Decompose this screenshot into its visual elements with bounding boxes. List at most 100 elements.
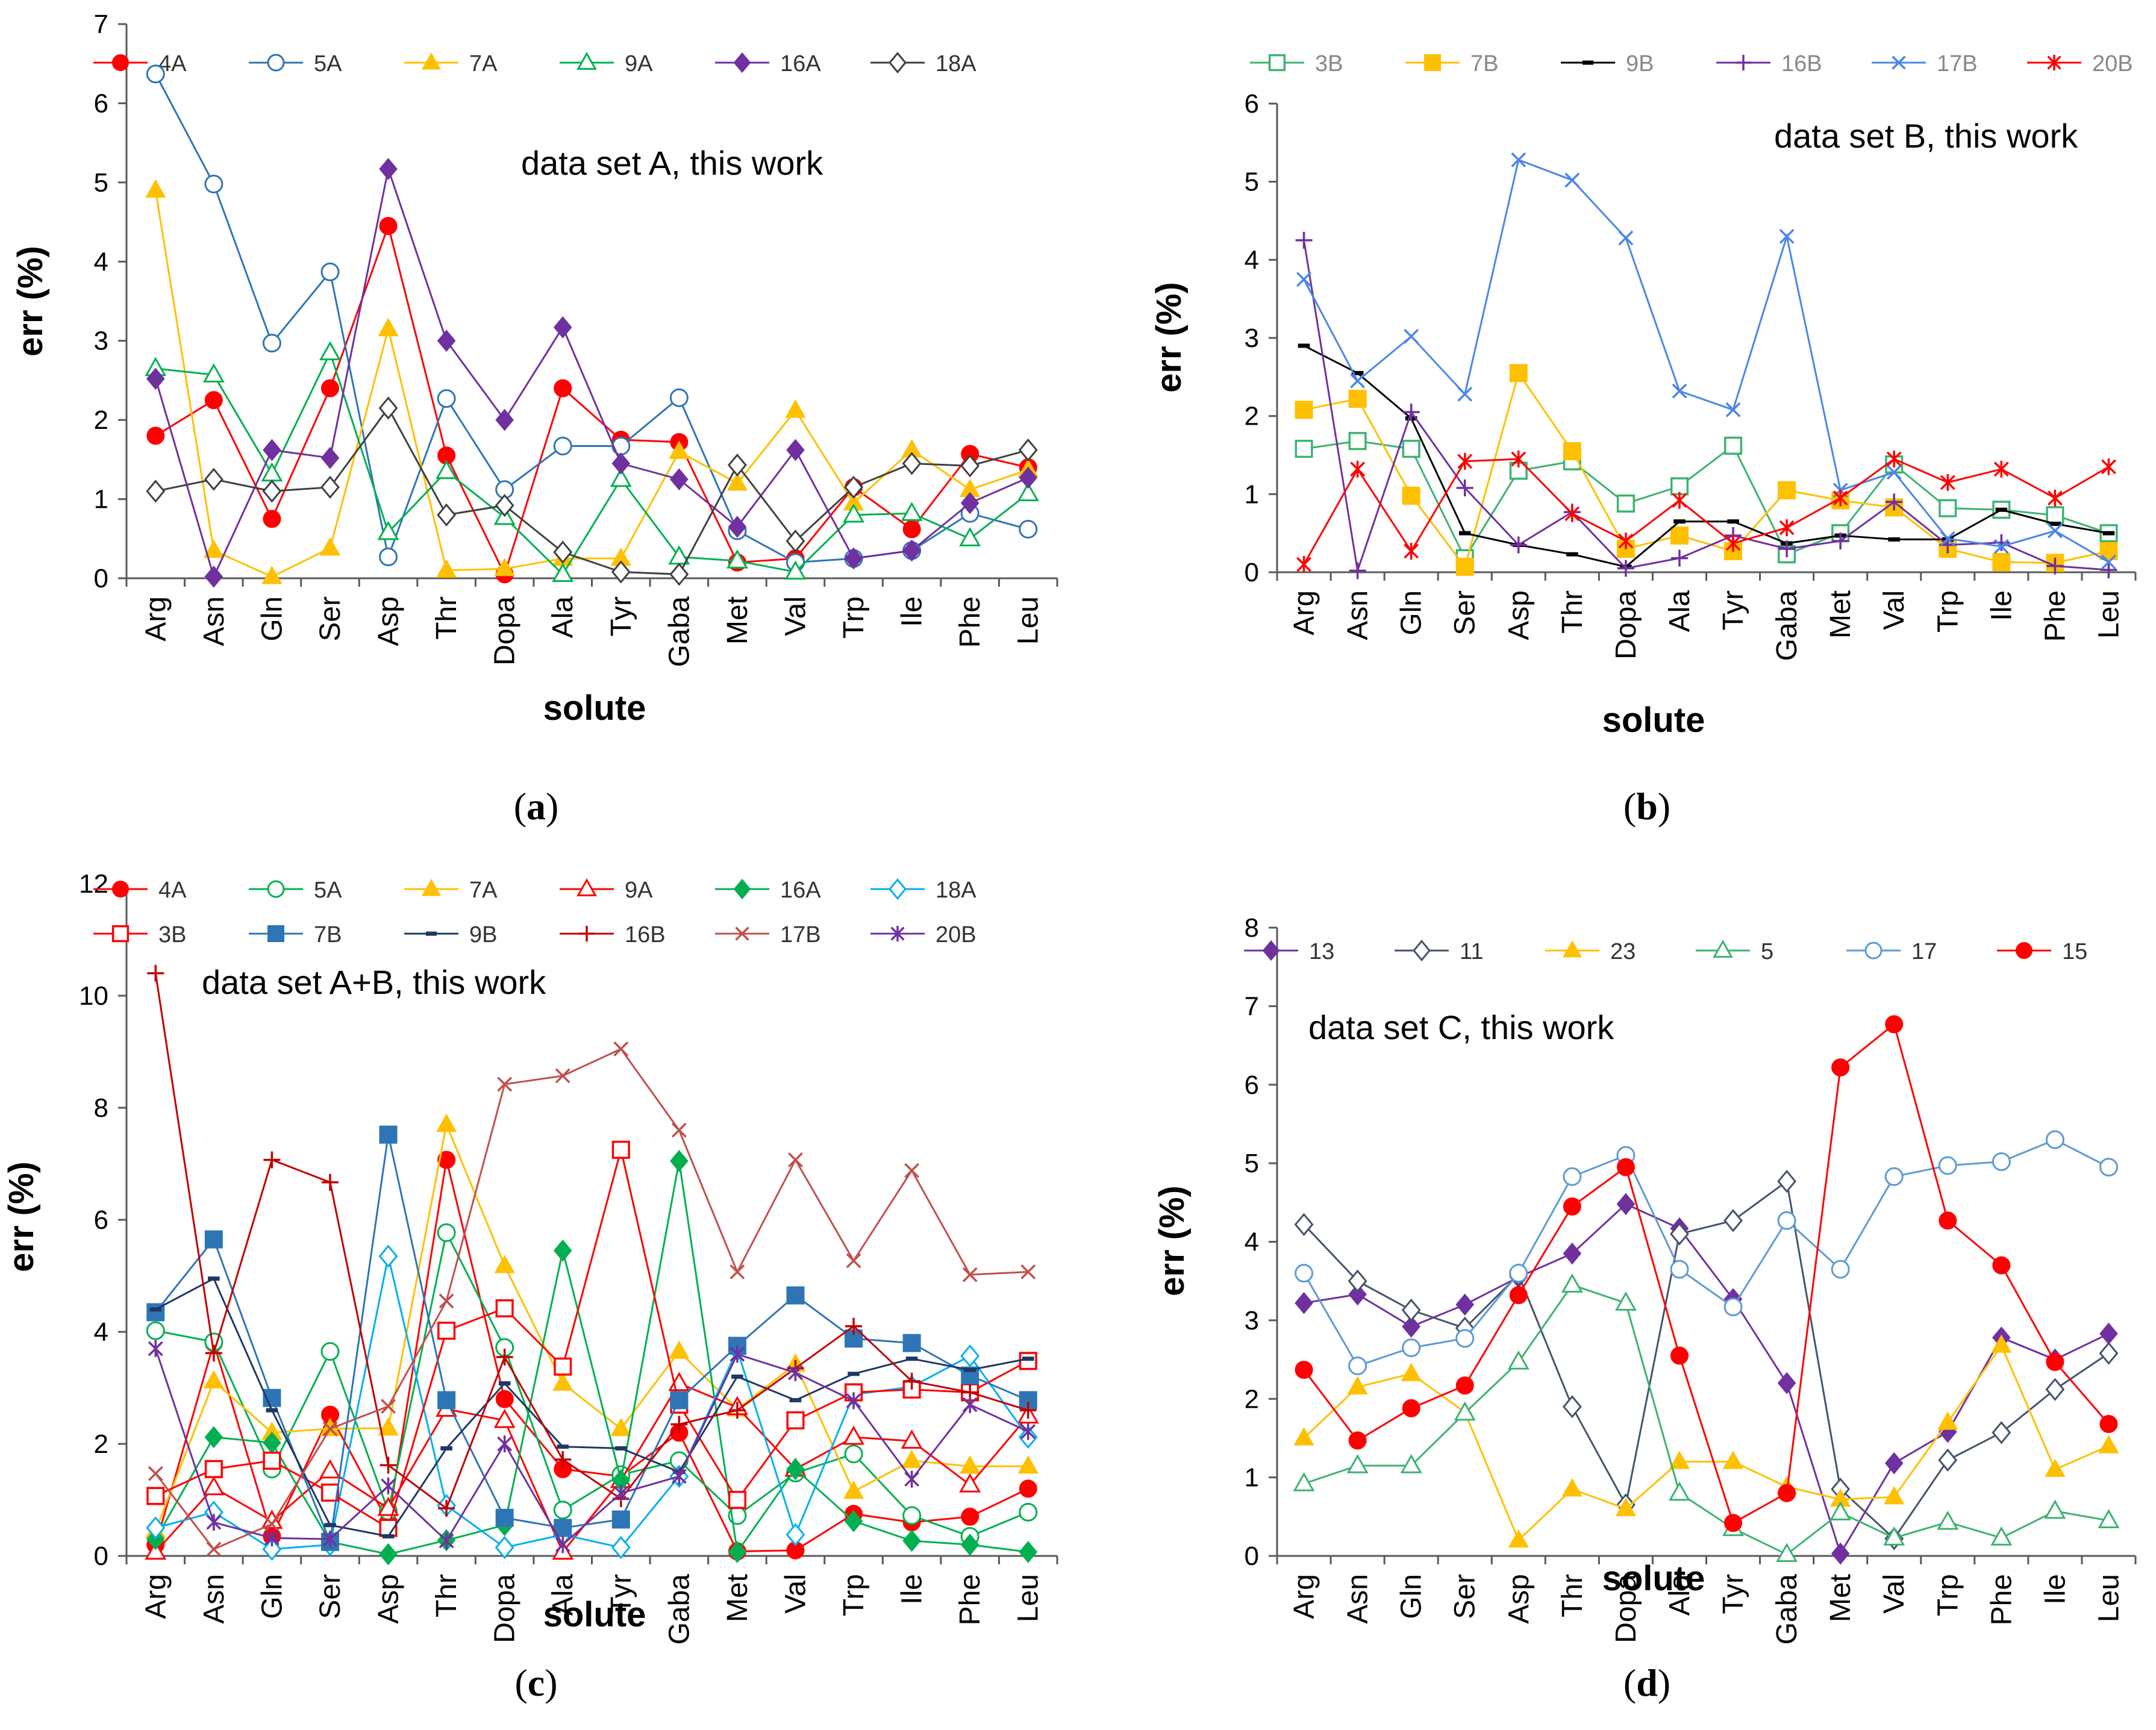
data-point [1347, 1376, 1368, 1394]
series-17B [1296, 152, 2116, 570]
chart-annotation: data set A, this work [521, 144, 823, 182]
data-point [322, 1421, 338, 1437]
data-point [377, 520, 399, 540]
data-point [379, 158, 398, 180]
data-point [2099, 1414, 2118, 1433]
panel-label: (c) [514, 1661, 557, 1704]
legend-entry: 16B [560, 922, 666, 948]
legend-label: 23 [1610, 939, 1636, 964]
legend-marker [733, 878, 751, 900]
data-point [552, 563, 574, 582]
data-point [1020, 1423, 1036, 1440]
data-point [320, 1342, 340, 1361]
series-line [1304, 370, 2109, 569]
data-point [1833, 489, 1848, 507]
data-point [1669, 1451, 1690, 1469]
series-line [154, 1161, 1028, 1555]
y-tick-label: 12 [79, 869, 108, 899]
y-axis-title: err (%) [11, 246, 50, 357]
data-point [786, 1286, 805, 1305]
data-point [263, 1451, 281, 1470]
data-point [319, 341, 341, 361]
legend-entry: 23 [1545, 939, 1636, 964]
data-point [1019, 1352, 1037, 1370]
x-tick-label: Tyr [1717, 1574, 1749, 1614]
data-point [1022, 1357, 1034, 1361]
data-point [495, 408, 514, 431]
y-tick-label: 4 [1245, 1228, 1259, 1257]
x-tick-label: Thr [431, 1574, 463, 1617]
data-point [1884, 1167, 1904, 1186]
data-point [553, 1239, 572, 1262]
legend-label: 9B [469, 922, 497, 948]
y-tick-label: 3 [94, 326, 108, 356]
data-point [1561, 1273, 1583, 1293]
data-point [497, 1076, 513, 1092]
legend-label: 9B [1626, 51, 1654, 77]
data-point [2102, 531, 2115, 536]
data-point [1566, 552, 1578, 557]
legend-label: 20B [2092, 51, 2133, 77]
legend-marker [576, 878, 597, 896]
data-point [378, 1417, 399, 1436]
legend-marker [1736, 55, 1751, 70]
x-tick-label: Gaba [663, 1574, 695, 1645]
data-point [1404, 328, 1419, 344]
data-point [496, 1348, 513, 1366]
data-point [1295, 231, 1313, 249]
legend-marker [1864, 942, 1883, 960]
data-point [553, 437, 572, 456]
data-point [2046, 557, 2064, 575]
data-point [902, 452, 922, 475]
x-tick-label: Phe [2039, 590, 2071, 642]
data-point [1457, 386, 1473, 402]
y-tick-label: 6 [1245, 89, 1259, 119]
x-tick-label: Leu [2093, 1574, 2125, 1622]
y-tick-label: 8 [94, 1093, 108, 1123]
data-point [379, 1543, 398, 1566]
data-point [262, 1537, 282, 1561]
legend-marker [1413, 940, 1431, 961]
y-tick-label: 2 [94, 1429, 108, 1459]
y-tick-label: 1 [1245, 1463, 1259, 1493]
data-point [319, 537, 341, 556]
data-point [554, 1357, 572, 1376]
series-line [154, 190, 1029, 578]
data-point [1617, 560, 1634, 577]
x-tick-label: Arg [140, 596, 172, 642]
data-point [1564, 505, 1580, 522]
data-point [381, 1399, 396, 1414]
data-point [2098, 1509, 2120, 1529]
legend-label: 16A [780, 878, 821, 903]
data-point [1724, 1514, 1743, 1532]
data-point [146, 426, 165, 445]
x-tick-label: Val [1878, 590, 1910, 630]
series-16A [146, 1149, 1038, 1566]
legend-entry: 4A [93, 878, 187, 903]
x-tick-label: Phe [1986, 1574, 2017, 1625]
data-point [553, 316, 572, 339]
legend-entry: 3B [93, 922, 186, 948]
data-point [1670, 1260, 1689, 1279]
data-point [1831, 1542, 1850, 1565]
data-point [495, 1299, 514, 1317]
data-point [1885, 1015, 1904, 1034]
x-tick-label: Thr [431, 596, 463, 640]
legend-label: 3B [158, 922, 186, 948]
data-point [1673, 519, 1686, 524]
data-point [785, 399, 806, 418]
chart-annotation: data set A+B, this work [202, 963, 546, 1001]
legend-entry: 7A [404, 878, 498, 903]
series-line [1303, 1343, 2110, 1542]
y-tick-label: 5 [1245, 1149, 1259, 1178]
x-tick-label: Tyr [605, 596, 637, 637]
data-point [1404, 542, 1419, 560]
data-point [206, 1514, 222, 1531]
x-tick-label: Gaba [1771, 1574, 1803, 1645]
data-point [1295, 401, 1313, 419]
x-tick-label: Met [1825, 1574, 1857, 1622]
data-point [1993, 460, 2009, 478]
y-tick-label: 5 [94, 168, 108, 198]
data-point [263, 439, 281, 461]
